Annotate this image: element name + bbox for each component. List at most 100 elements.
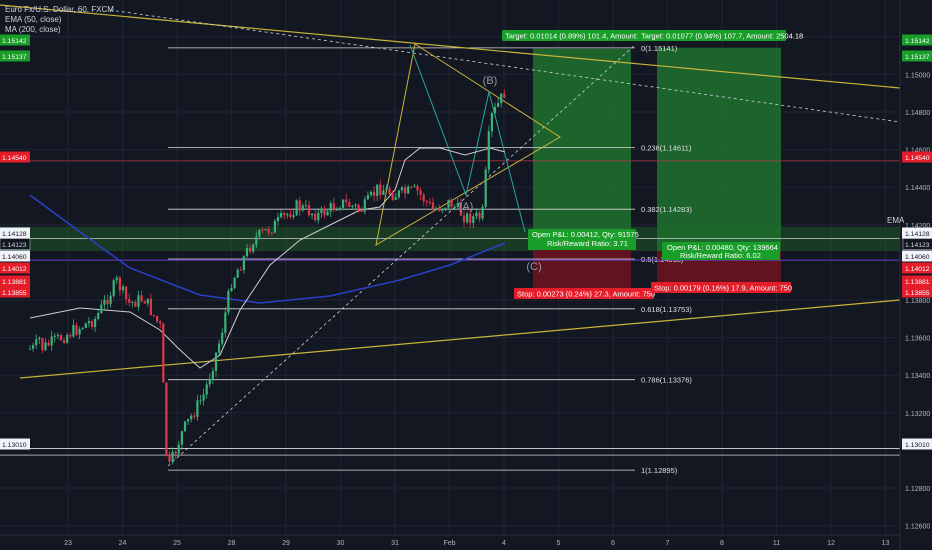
ma200-line bbox=[29, 194, 506, 304]
price-tag bbox=[902, 438, 932, 450]
candle-body bbox=[363, 199, 366, 212]
candle-body bbox=[450, 199, 453, 208]
candle-body bbox=[90, 321, 94, 327]
candle-body bbox=[171, 451, 174, 462]
candle-body bbox=[66, 334, 69, 343]
candle-body bbox=[75, 324, 78, 335]
candle-body bbox=[360, 209, 363, 212]
target-label bbox=[638, 30, 786, 41]
drawing-lines: 0(1.15141) 0.236(1.14611) 0.382(1.14283) 0.… bbox=[0, 4, 901, 475]
candle-body bbox=[484, 169, 487, 207]
candle-body bbox=[149, 298, 152, 315]
price-tag bbox=[0, 262, 30, 274]
candle-body bbox=[314, 213, 317, 221]
candle-body bbox=[84, 323, 87, 328]
candle-body bbox=[252, 244, 255, 252]
price-tag-text: 1.14540 bbox=[905, 155, 930, 162]
candle-body bbox=[441, 208, 444, 211]
price-tag-text: 1.14123 bbox=[2, 242, 27, 249]
price-tag bbox=[902, 286, 932, 298]
price-tag bbox=[0, 238, 31, 250]
upper-trendline bbox=[0, 4, 901, 89]
price-tag bbox=[902, 151, 932, 163]
candle-body bbox=[320, 208, 323, 213]
price-tag-text: 1.14012 bbox=[2, 266, 27, 273]
candle-body bbox=[72, 324, 75, 337]
candle-body bbox=[354, 204, 357, 206]
y-tick-label: 1.12800 bbox=[905, 486, 930, 493]
candle-body bbox=[304, 205, 307, 207]
candle-body bbox=[456, 203, 459, 207]
ema-legend[interactable]: EMA (50, close) bbox=[5, 15, 62, 24]
candle-body bbox=[267, 228, 270, 233]
candle-body bbox=[329, 203, 332, 212]
candle-body bbox=[487, 131, 490, 170]
fib-label: 0.786(1.13376) bbox=[641, 376, 692, 385]
price-tag bbox=[902, 50, 932, 62]
candle-body bbox=[422, 194, 425, 202]
candle-body bbox=[273, 221, 276, 233]
candle-body bbox=[311, 213, 314, 216]
price-tag-text: 1.14123 bbox=[905, 242, 930, 249]
candle-body bbox=[338, 207, 342, 210]
candle-body bbox=[307, 205, 311, 216]
target-zone bbox=[533, 48, 631, 240]
wave-label: (B) bbox=[483, 75, 498, 87]
candle-body bbox=[382, 190, 385, 195]
candle-body bbox=[152, 314, 156, 316]
price-tag bbox=[0, 286, 30, 298]
candle-body bbox=[444, 207, 447, 209]
candle-body bbox=[44, 342, 47, 351]
candle-body bbox=[490, 113, 493, 132]
candle-body bbox=[165, 382, 168, 455]
abc-wave-line bbox=[409, 44, 526, 233]
candle-body bbox=[202, 394, 205, 401]
symbol-title: Euro Fx/U.S. Dollar, 60, FXCM bbox=[5, 5, 114, 14]
price-tag-text: 1.15137 bbox=[905, 54, 930, 61]
candle-body bbox=[425, 201, 428, 203]
lower-trendline bbox=[19, 299, 901, 379]
candle-body bbox=[221, 332, 224, 344]
price-tag bbox=[902, 34, 932, 46]
candle-body bbox=[47, 342, 50, 346]
candle-body bbox=[391, 194, 394, 200]
candle-body bbox=[193, 415, 196, 417]
candle-body bbox=[459, 203, 462, 216]
price-tag bbox=[902, 275, 932, 287]
candle-body bbox=[190, 415, 193, 420]
price-tag-text: 1.14060 bbox=[905, 254, 930, 261]
price-tag bbox=[0, 34, 30, 46]
y-tick-label: 1.13600 bbox=[905, 336, 930, 343]
wave-label: (C) bbox=[526, 261, 541, 273]
candle-body bbox=[326, 211, 329, 216]
candle-body bbox=[100, 304, 103, 314]
candle-body bbox=[56, 335, 59, 337]
candle-body bbox=[227, 290, 230, 313]
stop-label bbox=[514, 288, 654, 299]
candle-body bbox=[53, 335, 56, 337]
candle-body bbox=[106, 299, 109, 305]
candle-body bbox=[97, 313, 100, 319]
rr-text: Risk/Reward Ratio: 3.71 bbox=[547, 239, 628, 248]
candle-body bbox=[134, 301, 137, 307]
x-tick-label: 6 bbox=[611, 540, 615, 547]
candle-body bbox=[503, 93, 506, 98]
price-tag-text: 1.13881 bbox=[905, 279, 930, 286]
candle-body bbox=[50, 336, 53, 346]
x-tick-label: 11 bbox=[773, 540, 780, 547]
candle-body bbox=[245, 248, 249, 257]
candle-body bbox=[280, 213, 283, 218]
candle-body bbox=[81, 327, 84, 329]
ma-legend[interactable]: MA (200, close) bbox=[5, 25, 61, 34]
candle-body bbox=[233, 277, 236, 289]
candle-body bbox=[348, 202, 351, 207]
x-tick-label: 13 bbox=[882, 540, 890, 547]
price-tag-text: 1.13855 bbox=[905, 290, 930, 297]
candle-body bbox=[469, 213, 472, 223]
candle-body bbox=[131, 301, 134, 303]
candle-body bbox=[394, 197, 397, 200]
candle-body bbox=[264, 228, 267, 231]
candle-body bbox=[276, 217, 280, 222]
fib-label: 0.618(1.13753) bbox=[641, 305, 692, 314]
